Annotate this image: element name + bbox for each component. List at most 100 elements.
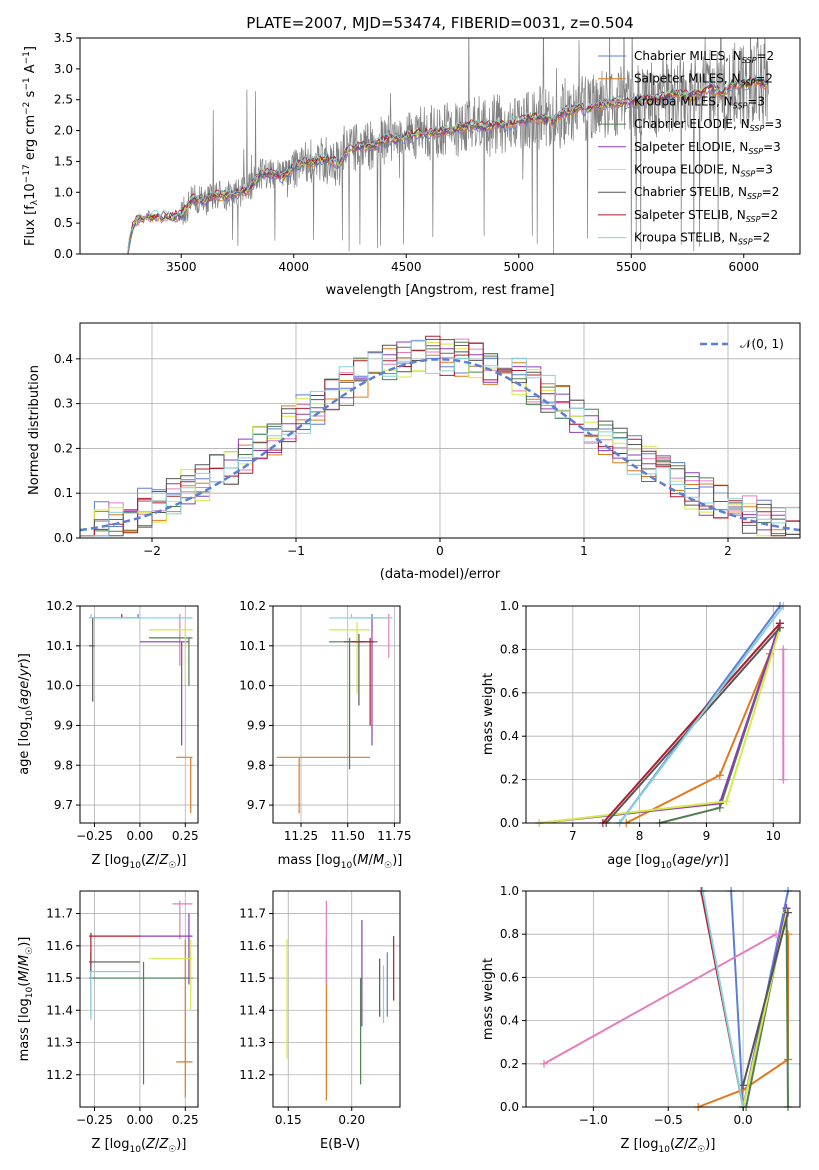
- weight-Z-marker: [772, 930, 781, 939]
- y-tick-label: 11.6: [46, 939, 73, 953]
- x-tick-label: 0.25: [172, 829, 199, 843]
- x-tick-label: 3500: [166, 260, 197, 274]
- residual-xlabel: (data-model)/error: [380, 567, 501, 582]
- y-tick-label: 11.4: [239, 1003, 266, 1017]
- y-tick-label: 9.8: [247, 758, 266, 772]
- x-tick-label: 1: [580, 544, 588, 558]
- y-tick-label: 1.0: [54, 185, 73, 199]
- y-tick-label: 9.7: [247, 798, 266, 812]
- y-tick-label: 0.8: [500, 642, 519, 656]
- y-tick-label: 10.2: [239, 599, 266, 613]
- legend-label-normal: 𝒩(0, 1): [740, 337, 784, 351]
- weight-age-line: [618, 605, 785, 824]
- legend-label: Kroupa STELIB, NSSP=2: [634, 231, 770, 247]
- weight-age-line: [602, 622, 781, 824]
- x-tick-label: −0.25: [76, 829, 113, 843]
- y-tick-label: 0.0: [54, 531, 73, 545]
- y-tick-label: 0.2: [500, 1057, 519, 1071]
- y-tick-label: 0.2: [54, 441, 73, 455]
- x-tick-label: 0.0: [734, 1113, 753, 1127]
- weight-age-frame: [525, 605, 801, 824]
- model-spectrum-line: [126, 74, 769, 254]
- spectrum-frame: [79, 37, 801, 255]
- age-Z-frame: [79, 605, 199, 824]
- weight-age-marker: [779, 645, 788, 654]
- y-tick-label: 9.8: [54, 758, 73, 772]
- x-tick-label: 2: [724, 544, 732, 558]
- age-Z-xlabel: Z [log10(Z/Z☉)]: [92, 853, 187, 871]
- x-tick-label: 11.25: [284, 829, 318, 843]
- y-tick-label: 0.3: [54, 397, 73, 411]
- mass-Z-frame: [79, 890, 199, 1108]
- legend-label: Chabrier ELODIE, NSSP=3: [634, 117, 782, 133]
- weight-Z-xlabel: Z [log10(Z/Z☉)]: [621, 1137, 716, 1155]
- x-tick-label: 5500: [616, 260, 647, 274]
- x-tick-label: −2: [143, 544, 161, 558]
- spectrum-xlabel: wavelength [Angstrom, rest frame]: [326, 283, 555, 298]
- y-tick-label: 11.3: [46, 1036, 73, 1050]
- x-tick-label: 10: [766, 829, 781, 843]
- weight-age-marker: [722, 797, 731, 806]
- y-tick-label: 0.4: [500, 729, 519, 743]
- y-tick-label: 9.7: [54, 798, 73, 812]
- y-tick-label: 2.5: [54, 93, 73, 107]
- legend-label: Chabrier MILES, NSSP=2: [634, 49, 774, 65]
- weight-Z-line: [543, 933, 777, 1065]
- y-tick-label: 0.1: [54, 486, 73, 500]
- mass-EBV-xlabel: E(B-V): [320, 1137, 360, 1152]
- legend-label: Salpeter MILES, NSSP=2: [634, 72, 773, 88]
- weight-age-marker: [775, 619, 784, 628]
- x-tick-label: 5000: [503, 260, 534, 274]
- weight-Z-marker: [739, 1081, 748, 1090]
- figure-title: PLATE=2007, MJD=53474, FIBERID=0031, z=0…: [246, 14, 633, 32]
- weight-age-ylabel: mass weight: [481, 673, 496, 755]
- age-Z-ylabel: age [log10(age/yr)]: [17, 653, 35, 775]
- legend-label: Kroupa MILES, NSSP=3: [634, 94, 765, 110]
- y-tick-label: 10.0: [46, 679, 73, 693]
- y-tick-label: 2.0: [54, 124, 73, 138]
- y-tick-label: 11.2: [46, 1068, 73, 1082]
- age-mass-frame: [272, 605, 401, 824]
- y-tick-label: 10.0: [239, 679, 266, 693]
- y-tick-label: 3.5: [54, 31, 73, 45]
- weight-Z-marker: [784, 930, 793, 939]
- mass-vs-Z-panel: −0.25 0.00 0.25 11.2 11.3 11.4 11.5 11.6 11.7 Z …: [17, 890, 199, 1155]
- y-tick-label: 0.2: [500, 773, 519, 787]
- x-tick-label: 0.15: [275, 1113, 302, 1127]
- x-tick-label: 0.25: [172, 1113, 199, 1127]
- residual-panel: 𝒩(0, 1) −2 −1 0 1 2 0.0 0.1 0.2 0.3 0.4 (data-mod…: [27, 322, 801, 582]
- legend-label: Kroupa ELODIE, NSSP=3: [634, 163, 773, 179]
- weight-age-xlabel: age [log10(age/yr)]: [607, 853, 729, 871]
- weight-age-marker: [715, 799, 724, 808]
- x-tick-label: 0: [436, 544, 444, 558]
- y-tick-label: 11.7: [239, 907, 266, 921]
- weight-vs-Z-panel: −1.0 −0.5 0.0 0.0 0.2 0.4 0.6 0.8 1.0 Z [log10(Z…: [481, 884, 801, 1155]
- x-tick-label: −1: [287, 544, 305, 558]
- x-tick-label: 0.00: [127, 829, 154, 843]
- x-tick-label: 11.75: [377, 829, 411, 843]
- y-tick-label: 9.9: [54, 718, 73, 732]
- y-tick-label: 1.0: [500, 599, 519, 613]
- y-tick-label: 11.4: [46, 1003, 73, 1017]
- weight-age-marker: [779, 775, 788, 784]
- y-tick-label: 0.6: [500, 686, 519, 700]
- y-tick-label: 11.5: [46, 971, 73, 985]
- y-tick-label: 0.4: [54, 352, 73, 366]
- x-tick-label: 6000: [728, 260, 759, 274]
- y-tick-label: 10.2: [46, 599, 73, 613]
- y-tick-label: 0.0: [54, 247, 73, 261]
- x-tick-label: 7: [569, 829, 577, 843]
- residual-ylabel: Normed distribution: [27, 365, 42, 495]
- y-tick-label: 11.7: [46, 907, 73, 921]
- spectrum-legend: Chabrier MILES, NSSP=2 Salpeter MILES, NS…: [598, 49, 782, 247]
- weight-age-marker: [715, 771, 724, 780]
- x-tick-label: 4000: [278, 260, 309, 274]
- y-tick-label: 11.2: [239, 1068, 266, 1082]
- y-tick-label: 9.9: [247, 718, 266, 732]
- legend-label: Chabrier STELIB, NSSP=2: [634, 185, 779, 201]
- weight-Z-line: [742, 912, 789, 1086]
- weight-Z-marker: [784, 908, 793, 917]
- y-tick-label: 0.4: [500, 1014, 519, 1028]
- y-tick-label: 11.3: [239, 1036, 266, 1050]
